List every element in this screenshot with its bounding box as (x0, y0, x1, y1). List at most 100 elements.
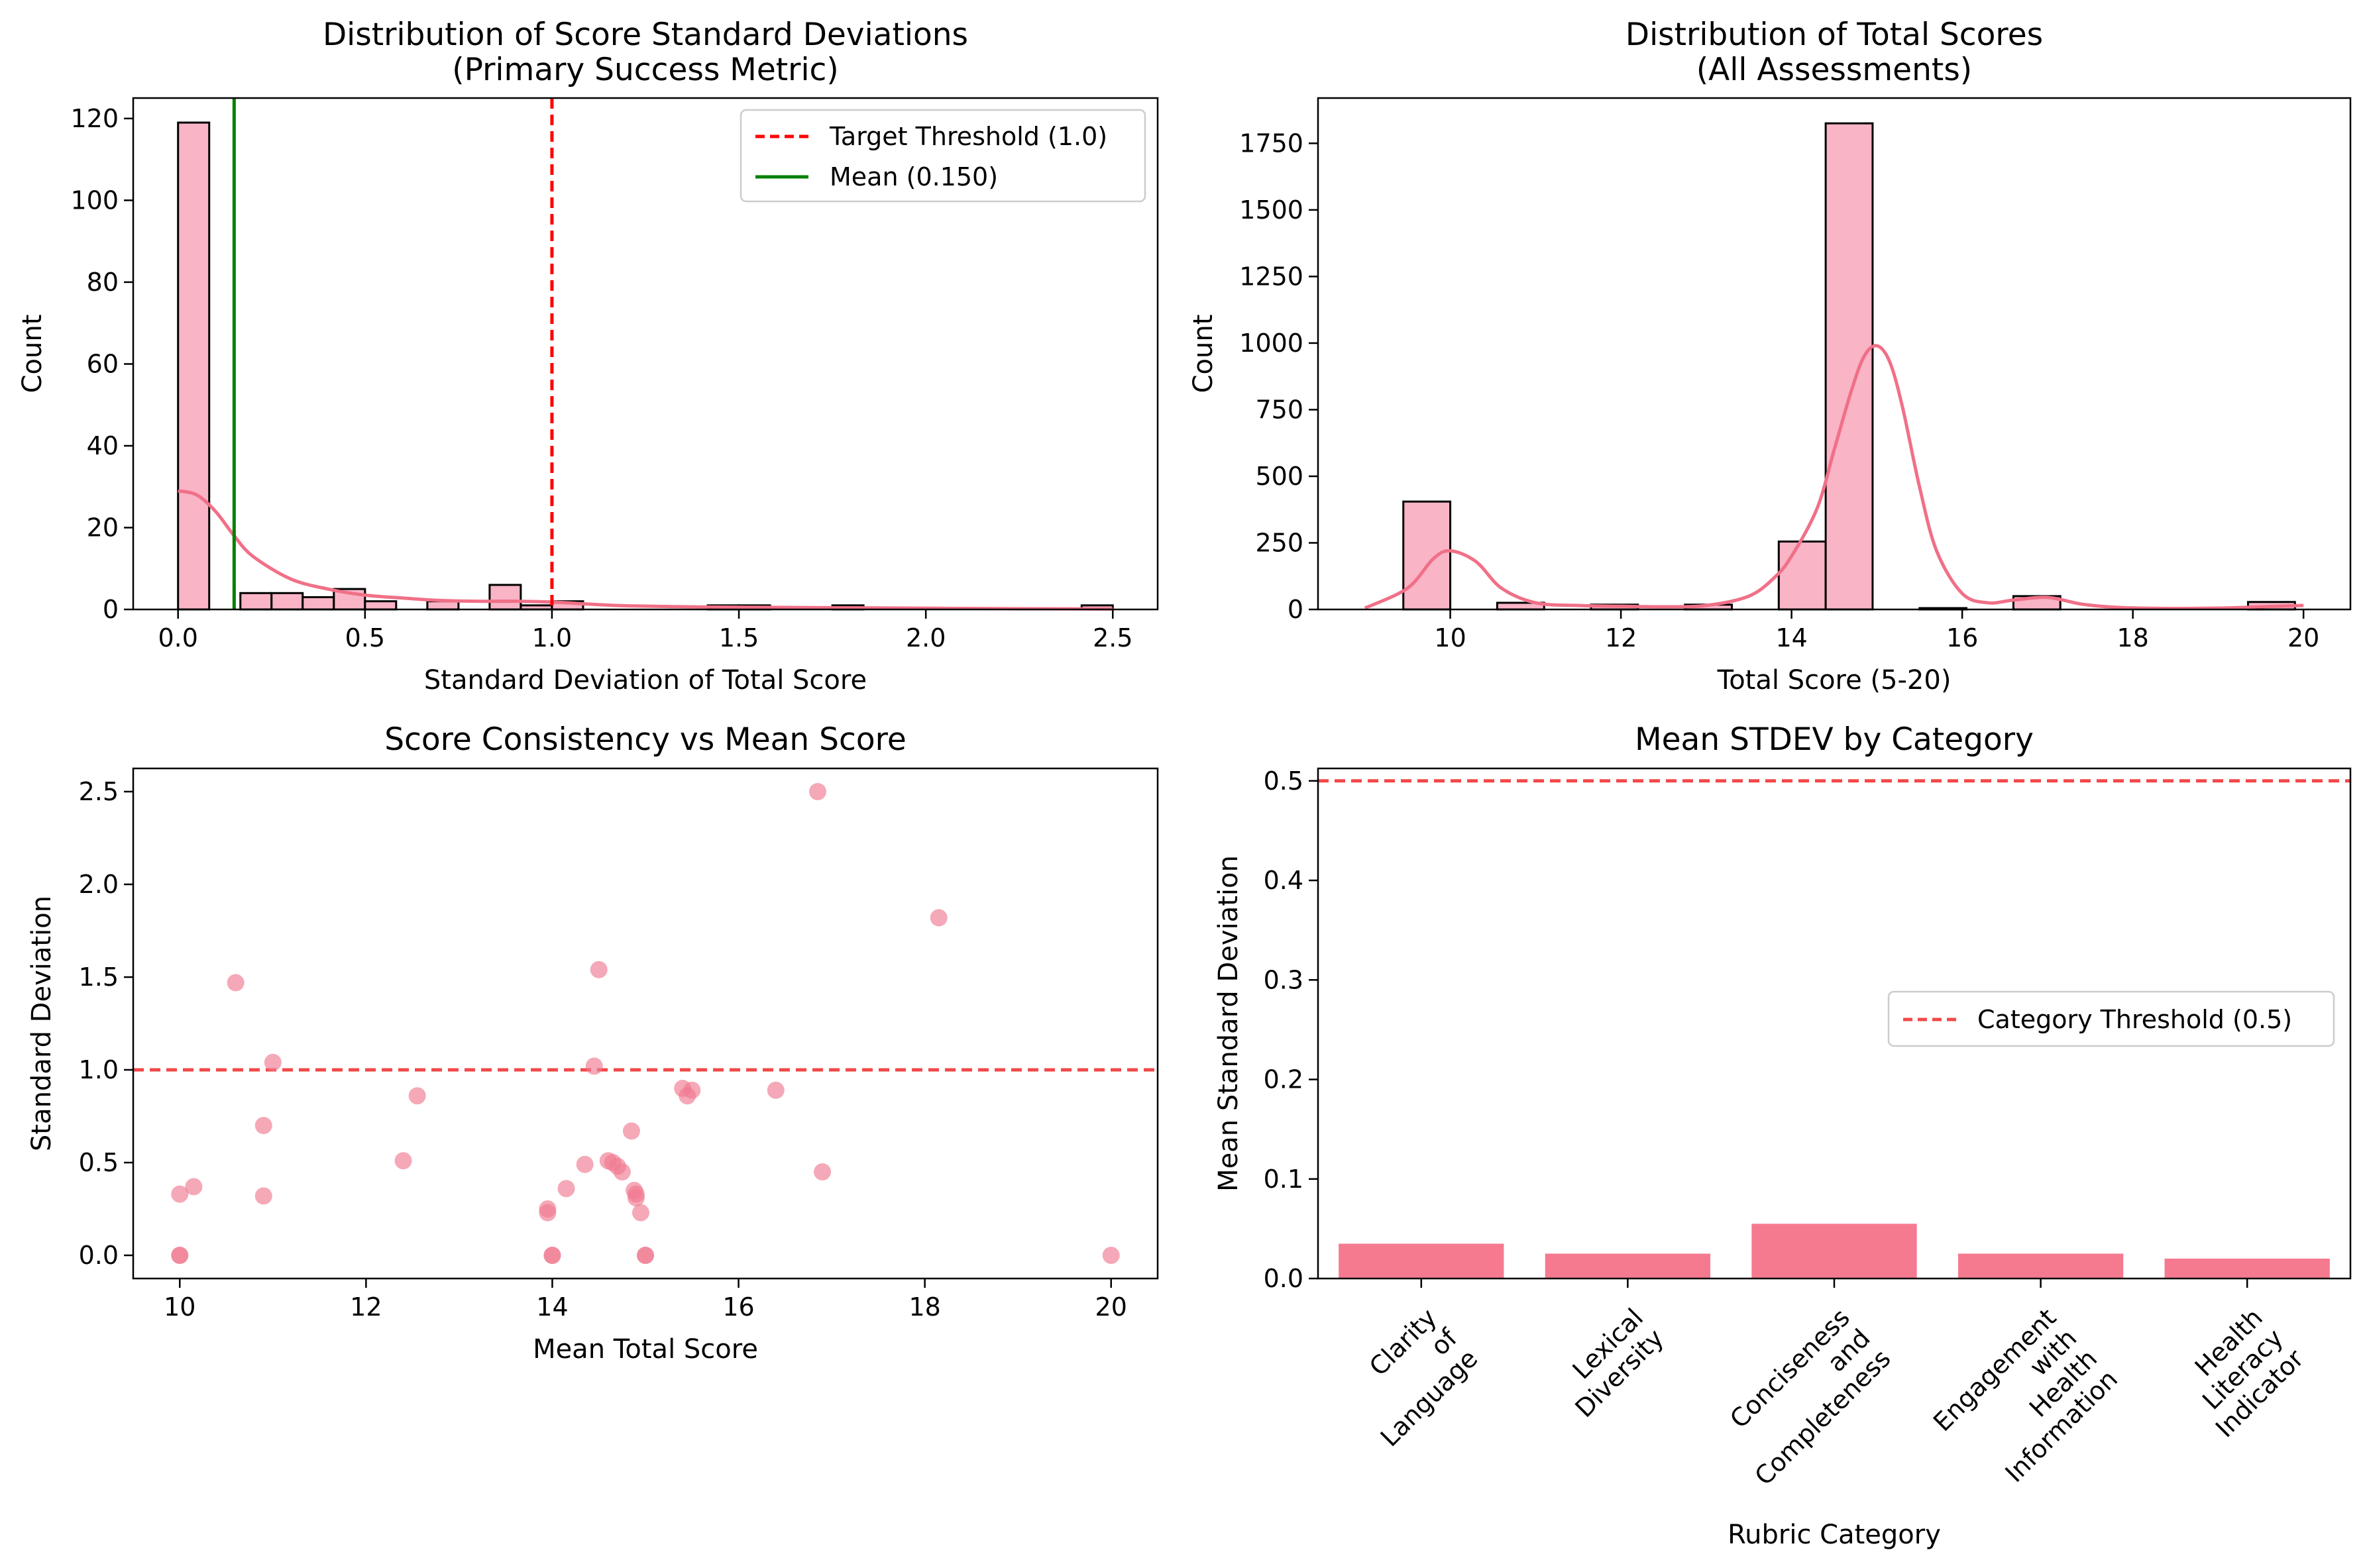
consistency-scatter-panel: Score Consistency vs Mean Score 10 12 14 16… (27, 721, 1159, 1365)
panel3-y-axis-label: Standard Deviation (27, 896, 57, 1151)
panel1-title-line2: (Primary Success Metric) (452, 52, 838, 88)
panel3-y-tick-label: 2.5 (79, 777, 119, 806)
scatter-point (585, 1057, 603, 1075)
scatter-point (632, 1204, 649, 1222)
scatter-point (590, 961, 608, 978)
panel4-category-label: ClarityofLanguage (1334, 1302, 1484, 1453)
panel2-y-tick-label: 250 (1255, 528, 1303, 557)
panel3-x-axis-label: Mean Total Score (533, 1334, 758, 1365)
panel4-y-tick-label: 0.0 (1264, 1264, 1303, 1293)
panel1-x-axis-label: Standard Deviation of Total Score (424, 665, 867, 696)
panel4-y-tick-label: 0.2 (1264, 1065, 1303, 1094)
std-dev-histogram-bar (364, 600, 398, 611)
panel2-y-tick-label: 1500 (1239, 195, 1303, 225)
std-dev-histogram-panel: Distribution of Score Standard Deviation… (17, 17, 1159, 696)
scatter-point (576, 1155, 594, 1173)
std-dev-histogram-bar (239, 592, 273, 611)
panel2-x-tick-label: 14 (1775, 623, 1807, 653)
scatter-point (767, 1081, 785, 1099)
panel2-y-tick-label: 750 (1255, 395, 1303, 424)
panel3-x-tick-label: 10 (164, 1292, 195, 1322)
scatter-point (814, 1163, 832, 1180)
panel3-title: Score Consistency vs Mean Score (384, 721, 907, 758)
panel3-x-tick-label: 20 (1095, 1292, 1127, 1322)
panel2-y-tick-label: 0 (1288, 595, 1303, 624)
scatter-point (613, 1163, 631, 1180)
scatter-point (408, 1087, 426, 1105)
scatter-point (1102, 1247, 1120, 1264)
panel4-category-label: HealthLiteracyIndicator (2169, 1302, 2309, 1443)
panel1-y-tick-label: 120 (70, 104, 119, 133)
panel2-y-tick-label: 1250 (1239, 262, 1303, 291)
scatter-point (254, 1187, 272, 1205)
panel1-x-tick-label: 0.5 (345, 623, 385, 653)
scatter-point (394, 1152, 412, 1170)
panel2-x-tick-label: 10 (1434, 623, 1466, 653)
panel1-x-tick-label: 1.0 (532, 623, 572, 653)
panel4-y-axis-label: Mean Standard Deviation (1213, 855, 1244, 1192)
panel3-x-tick-label: 14 (536, 1292, 568, 1322)
scatter-point (171, 1247, 189, 1264)
panel3-y-tick-label: 2.0 (79, 870, 119, 899)
panel3-y-tick-label: 1.0 (79, 1055, 119, 1084)
std-dev-histogram-bar (302, 596, 335, 611)
total-score-histogram-bar (1777, 540, 1827, 611)
panel4-category-label: EngagementwithHealthInformation (1928, 1303, 2123, 1498)
scatter-point (185, 1178, 203, 1196)
scatter-point (622, 1122, 640, 1140)
panel2-x-tick-label: 20 (2287, 623, 2319, 653)
panel4-title: Mean STDEV by Category (1635, 721, 2034, 758)
scatter-point (543, 1247, 561, 1264)
panel1-y-tick-label: 0 (103, 595, 119, 624)
total-score-histogram-panel: Distribution of Total Scores (All Assess… (1188, 17, 2352, 696)
panel4-y-tick-label: 0.3 (1264, 965, 1303, 994)
panel1-title-line1: Distribution of Score Standard Deviation… (323, 17, 968, 53)
std-dev-histogram-bar (488, 584, 522, 611)
category-bar (1751, 1224, 1917, 1279)
scatter-point (809, 783, 827, 800)
scatter-point (930, 909, 948, 927)
std-dev-histogram-bar (270, 592, 304, 611)
scatter-point (627, 1185, 645, 1203)
category-bar (1339, 1243, 1504, 1279)
category-bar (1545, 1253, 1711, 1279)
panel1-y-tick-label: 80 (87, 268, 119, 297)
panel1-plot-frame (132, 97, 1159, 611)
panel2-plot-frame (1317, 97, 2352, 611)
panel4-category-label: LexicalDiversity (1549, 1303, 1670, 1424)
total-score-kde-line (1364, 344, 2304, 610)
panel3-x-tick-label: 12 (350, 1292, 382, 1322)
panel1-x-tick-label: 1.5 (719, 623, 759, 653)
panel1-y-tick-label: 60 (87, 349, 119, 378)
std-dev-kde-line (178, 489, 1113, 611)
panel2-y-axis-label: Count (1188, 315, 1219, 393)
scatter-point (637, 1247, 654, 1264)
panel3-y-tick-label: 1.5 (79, 963, 119, 992)
total-score-histogram-bar (1402, 500, 1452, 611)
panel3-x-tick-label: 18 (908, 1292, 940, 1322)
panel1-y-tick-label: 40 (87, 431, 119, 460)
panel1-y-axis-label: Count (17, 315, 48, 393)
panel1-y-tick-label: 20 (87, 513, 119, 542)
panel2-title-line2: (All Assessments) (1696, 52, 1972, 88)
panel2-y-tick-label: 1000 (1239, 329, 1303, 358)
panel3-x-tick-label: 16 (722, 1292, 754, 1322)
panel1-x-tick-label: 2.5 (1093, 623, 1132, 653)
scatter-point (683, 1081, 701, 1099)
panel1-y-tick-label: 100 (70, 185, 119, 215)
panel2-y-tick-label: 500 (1255, 462, 1303, 491)
category-bar (1957, 1253, 2124, 1279)
panel1-x-tick-label: 0.0 (158, 623, 197, 653)
legend-mean-label: Mean (0.150) (830, 162, 998, 191)
panel4-y-tick-label: 0.4 (1264, 866, 1303, 895)
panel2-x-tick-label: 12 (1605, 623, 1637, 653)
panel4-plot-frame (1317, 767, 2352, 1280)
category-bar (2164, 1258, 2330, 1279)
panel4-y-tick-label: 0.5 (1264, 766, 1303, 796)
category-bar-panel: Mean STDEV by Category ClarityofLanguage… (1213, 721, 2352, 1550)
scatter-point (264, 1053, 282, 1071)
legend-target-threshold-label: Target Threshold (1.0) (829, 122, 1107, 151)
panel2-x-tick-label: 16 (1946, 623, 1978, 653)
panel3-y-tick-label: 0.5 (79, 1148, 119, 1177)
panel4-category-label: ConcisenessandCompleteness (1708, 1303, 1897, 1491)
